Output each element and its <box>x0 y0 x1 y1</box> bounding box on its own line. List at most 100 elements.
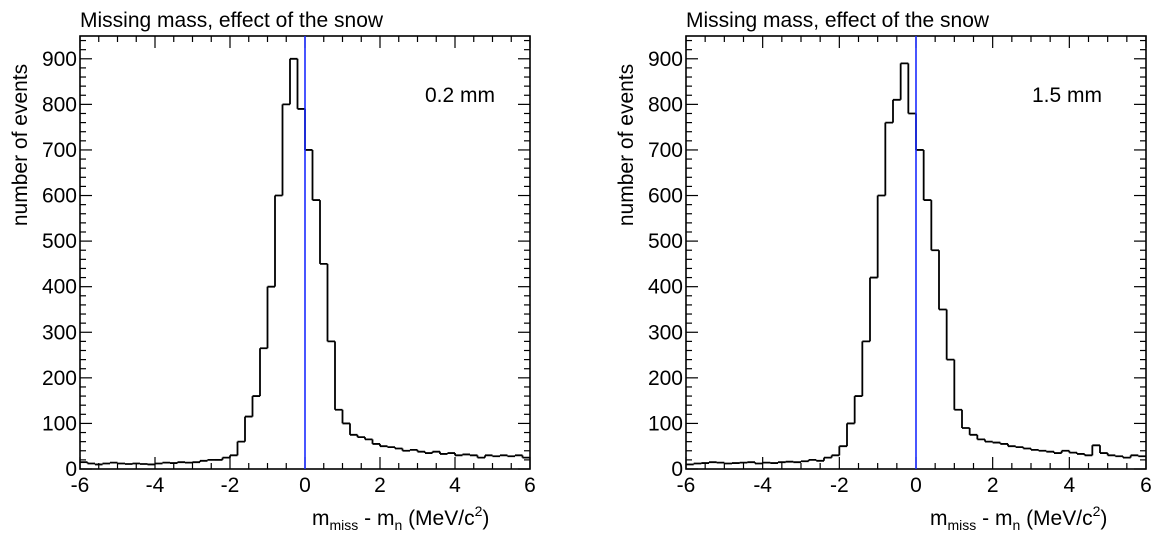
histogram <box>686 62 1146 466</box>
x-tick-label: -6 <box>677 474 696 497</box>
histogram-bin <box>326 263 335 343</box>
y-tick-label: 400 <box>648 276 683 299</box>
histogram-bin <box>861 340 870 397</box>
chart-panel-right: Missing mass, effect of the snow 1.5 mm … <box>600 0 1153 538</box>
histogram-bin <box>109 461 118 464</box>
histogram <box>80 57 530 466</box>
histogram-bin <box>229 454 238 458</box>
histogram-bin <box>371 439 380 445</box>
histogram-bin <box>1099 445 1108 454</box>
histogram-bin <box>800 460 809 463</box>
x-axis-label: mmiss - mn (MeV/c2) <box>930 503 1107 533</box>
x-tick-label: -2 <box>830 474 849 497</box>
histogram-bin <box>945 309 955 361</box>
histogram-bin <box>401 448 410 452</box>
histogram-bin <box>491 455 500 458</box>
y-tick-label: 400 <box>42 276 77 299</box>
y-tick-label: 600 <box>648 185 683 208</box>
y-tick-label: 500 <box>42 230 77 253</box>
histogram-bin <box>266 285 275 349</box>
histogram-bin <box>394 447 403 450</box>
histogram-bin <box>409 448 418 451</box>
histogram-bin <box>244 415 253 442</box>
histogram-bin <box>1083 453 1093 457</box>
histogram-bin <box>968 427 978 436</box>
x-tick-label: 0 <box>299 474 311 497</box>
histogram-bin <box>830 454 840 458</box>
histogram-bin <box>938 250 947 311</box>
histogram-bin <box>304 108 313 151</box>
x-tick-label: 6 <box>1140 474 1152 497</box>
histogram-bin <box>296 58 305 110</box>
y-tick-label: 900 <box>42 48 77 71</box>
histogram-bin <box>892 98 901 123</box>
y-tick-label: 0 <box>65 458 77 481</box>
histogram-bin <box>953 359 962 411</box>
x-tick-label: 4 <box>1063 474 1075 497</box>
histogram-bin <box>761 461 771 464</box>
histogram-bin <box>723 462 732 465</box>
histogram-bin <box>1068 450 1077 454</box>
histogram-bin <box>356 434 365 438</box>
histogram-bin <box>1053 451 1062 454</box>
histogram-bin <box>499 454 508 457</box>
histogram-bin <box>274 194 283 287</box>
y-axis-label: number of events <box>9 64 32 226</box>
chart-title: Missing mass, effect of the snow <box>686 9 990 32</box>
histogram-bin <box>754 462 763 465</box>
y-tick-label: 100 <box>648 412 683 435</box>
histogram-bin <box>221 456 230 460</box>
histogram-bin <box>899 62 909 100</box>
x-tick-label: -6 <box>71 474 90 497</box>
histogram-bin <box>853 395 863 424</box>
histogram-bin <box>991 441 1001 444</box>
histogram-bin <box>876 194 886 278</box>
histogram-bin <box>984 439 993 443</box>
y-tick-label: 900 <box>648 48 683 71</box>
histogram-bin <box>349 423 358 436</box>
histogram-bin <box>154 462 163 465</box>
histogram-bin <box>708 461 717 464</box>
y-tick-label: 200 <box>648 367 683 390</box>
histogram-bin <box>86 462 95 465</box>
x-tick-label: 2 <box>374 474 386 497</box>
x-tick-label: -4 <box>146 474 165 497</box>
histogram-bin <box>1106 453 1116 457</box>
histogram-bin <box>514 454 523 457</box>
histogram-bin <box>416 449 425 453</box>
histogram-bin <box>341 409 350 425</box>
y-tick-label: 800 <box>648 93 683 116</box>
histogram-bin <box>116 462 125 465</box>
histogram-bin <box>1014 446 1024 449</box>
histogram-bin <box>379 443 388 448</box>
x-tick-label: 4 <box>449 474 461 497</box>
chart-annotation: 1.5 mm <box>1032 84 1102 107</box>
histogram-bin <box>461 453 470 456</box>
histogram-bin <box>334 341 343 411</box>
histogram-bin <box>1037 449 1047 452</box>
histogram-bin <box>199 459 208 463</box>
y-tick-label: 600 <box>42 185 77 208</box>
y-tick-label: 500 <box>648 230 683 253</box>
histogram-bin <box>161 461 170 464</box>
y-tick-label: 300 <box>648 321 683 344</box>
histogram-bin <box>506 455 515 458</box>
histogram-bin <box>846 422 855 447</box>
x-tick-label: 0 <box>910 474 922 497</box>
chart-svg-left: Missing mass, effect of the snow 0.2 mm … <box>9 9 536 533</box>
y-axis-label: number of events <box>615 64 638 226</box>
histogram-bin <box>976 434 985 441</box>
y-tick-label: 0 <box>671 458 683 481</box>
histogram-bin <box>251 395 260 417</box>
histogram-bin <box>815 459 824 462</box>
histogram-bin <box>176 461 185 464</box>
histogram-bin <box>281 103 290 196</box>
histogram-bin <box>101 462 110 465</box>
histogram-bin <box>521 455 530 459</box>
histogram-bin <box>869 276 878 342</box>
histogram-bin <box>1129 454 1139 458</box>
chart-annotation: 0.2 mm <box>425 84 495 107</box>
y-tick-label: 700 <box>42 139 77 162</box>
x-axis-label: mmiss - mn (MeV/c2) <box>312 503 489 533</box>
histogram-bin <box>915 113 924 151</box>
